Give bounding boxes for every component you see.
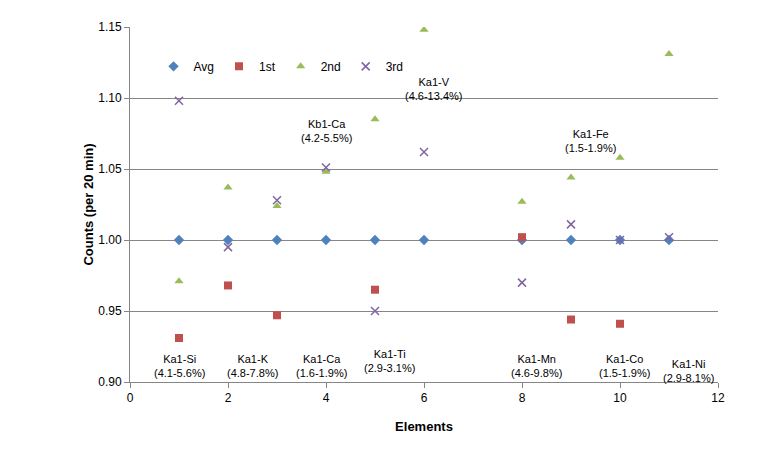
svg-text:1st: 1st [259, 60, 276, 74]
svg-text:Ka1-Co(1.5-1.9%): Ka1-Co(1.5-1.9%) [599, 353, 650, 379]
svg-text:1.00: 1.00 [98, 233, 122, 247]
svg-text:Ka1-Ti(2.9-3.1%): Ka1-Ti(2.9-3.1%) [364, 348, 415, 374]
svg-text:3rd: 3rd [386, 60, 403, 74]
svg-text:1.15: 1.15 [98, 20, 122, 34]
svg-text:Counts (per 20 min): Counts (per 20 min) [81, 143, 96, 265]
svg-text:2: 2 [225, 391, 232, 405]
svg-text:1.05: 1.05 [98, 162, 122, 176]
svg-text:6: 6 [421, 391, 428, 405]
svg-text:0: 0 [127, 391, 134, 405]
svg-text:Ka1-V(4.6-13.4%): Ka1-V(4.6-13.4%) [405, 76, 462, 102]
svg-text:10: 10 [613, 391, 627, 405]
svg-text:0.90: 0.90 [98, 375, 122, 389]
svg-text:4: 4 [323, 391, 330, 405]
svg-text:Ka1-Si(4.1-5.6%): Ka1-Si(4.1-5.6%) [154, 353, 205, 379]
svg-text:Avg: Avg [194, 60, 214, 74]
svg-text:Ka1-Fe(1.5-1.9%): Ka1-Fe(1.5-1.9%) [565, 128, 616, 154]
svg-text:Ka1-Ni(2.9-8.1%): Ka1-Ni(2.9-8.1%) [663, 358, 714, 384]
svg-text:Ka1-K(4.8-7.8%): Ka1-K(4.8-7.8%) [227, 353, 278, 379]
svg-text:Kb1-Ca(4.2-5.5%): Kb1-Ca(4.2-5.5%) [301, 118, 352, 144]
svg-text:12: 12 [711, 391, 725, 405]
svg-text:8: 8 [519, 391, 526, 405]
svg-text:Ka1-Ca(1.6-1.9%): Ka1-Ca(1.6-1.9%) [296, 353, 347, 379]
svg-text:1.10: 1.10 [98, 91, 122, 105]
svg-text:2nd: 2nd [321, 60, 341, 74]
svg-text:0.95: 0.95 [98, 304, 122, 318]
svg-text:Elements: Elements [395, 419, 453, 434]
svg-text:Ka1-Mn(4.6-9.8%): Ka1-Mn(4.6-9.8%) [511, 353, 562, 379]
